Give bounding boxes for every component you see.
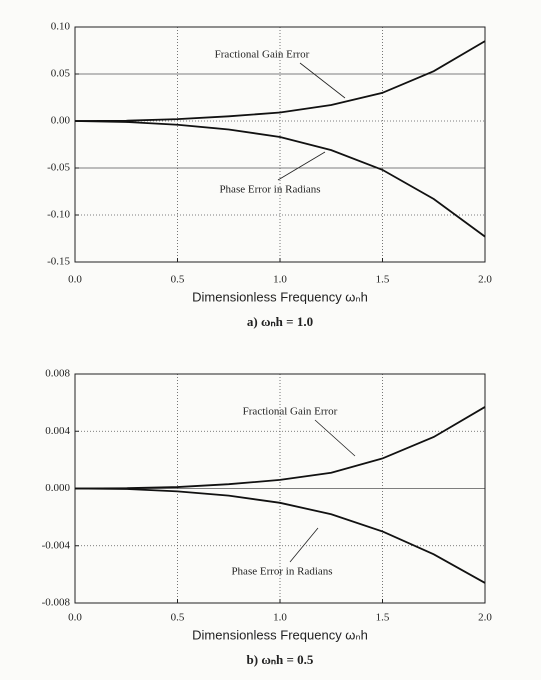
y-tick-label: 0.000 (45, 482, 70, 494)
annotation: Phase Error in Radians (219, 184, 320, 196)
y-tick-label: 0.10 (51, 21, 71, 33)
x-tick-label: 2.0 (478, 612, 492, 624)
caption: b) ωₙh = 0.5 (247, 652, 314, 667)
plot-frame (74, 26, 486, 263)
data-line (74, 120, 486, 238)
x-tick-label: 1.0 (273, 274, 287, 286)
y-tick-label: 0.00 (51, 115, 71, 127)
data-line (74, 406, 486, 490)
x-axis-label: Dimensionless Frequency ωₙh (192, 627, 368, 642)
y-tick-label: -0.10 (47, 209, 70, 221)
y-tick-label: -0.004 (42, 539, 71, 551)
x-tick-label: 1.0 (273, 612, 287, 624)
y-tick-label: 0.05 (51, 68, 71, 80)
annotation: Fractional Gain Error (243, 406, 338, 418)
x-tick-label: 1.5 (376, 274, 390, 286)
y-tick-label: 0.004 (45, 425, 70, 437)
annotation-leader (314, 419, 356, 457)
x-axis-label: Dimensionless Frequency ωₙh (192, 289, 368, 304)
data-line (74, 40, 486, 122)
x-tick-label: 2.0 (478, 274, 492, 286)
annotation: Fractional Gain Error (215, 49, 310, 61)
y-tick-label: -0.15 (47, 256, 70, 268)
x-tick-label: 1.5 (376, 612, 390, 624)
y-tick-label: 0.008 (45, 368, 70, 380)
annotation-leader (289, 527, 319, 563)
x-tick-label: 0.5 (171, 612, 185, 624)
y-tick-label: -0.05 (47, 162, 70, 174)
x-tick-label: 0.0 (68, 274, 82, 286)
data-line (74, 487, 486, 584)
caption: a) ωₙh = 1.0 (247, 314, 313, 329)
y-tick-label: -0.008 (42, 597, 71, 609)
annotation-leader (299, 62, 346, 99)
annotation: Phase Error in Radians (231, 566, 332, 578)
x-tick-label: 0.5 (171, 274, 185, 286)
annotation-leader (277, 151, 326, 181)
x-tick-label: 0.0 (68, 612, 82, 624)
